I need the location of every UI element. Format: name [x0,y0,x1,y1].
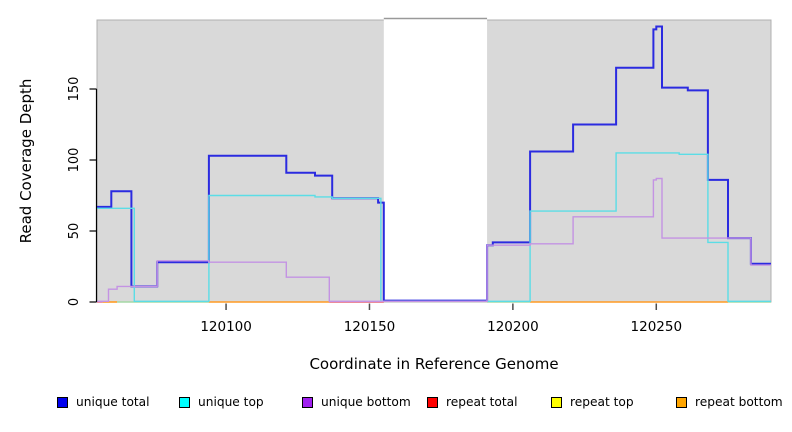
x-tick-label: 120200 [487,319,539,335]
x-tick-label: 120150 [344,319,396,335]
legend-swatch-icon [427,396,438,408]
legend-item-label: repeat top [570,395,634,409]
series-layer [97,25,771,302]
legend-item: repeat top [551,394,634,410]
legend-item-label: repeat bottom [695,395,783,409]
legend-item-label: repeat total [446,395,518,409]
legend-item-label: unique top [198,395,264,409]
y-axis-title: Read Coverage Depth [17,79,35,244]
legend-swatch-icon [551,396,562,408]
x-tick-label: 120100 [200,319,252,335]
y-tick-label: 50 [67,223,82,240]
legend-item: repeat total [427,394,517,410]
legend-swatch-icon [57,396,68,408]
legend-swatch-icon [676,396,687,408]
x-tick-label: 120250 [631,319,683,335]
legend: unique total unique top unique bottom repea… [0,394,792,414]
legend-item: repeat bottom [676,394,783,410]
legend-item-label: unique bottom [321,395,411,409]
masked-region [383,19,488,302]
legend-item-label: unique total [76,395,150,409]
series-line-unique-bottom [97,177,771,302]
y-tick-label: 0 [67,298,82,306]
legend-item: unique total [57,394,150,410]
legend-swatch-icon [302,396,313,408]
y-tick-label: 100 [67,148,82,173]
y-tick-label: 150 [67,77,82,102]
legend-item: unique top [179,394,264,410]
masked-region-layer [383,17,488,302]
legend-item: unique bottom [302,394,411,410]
x-axis-title: Coordinate in Reference Genome [309,355,558,373]
legend-swatch-icon [179,396,190,408]
axes-layer: 0 50 100 150 120100 120150 120200 120250 [67,77,682,335]
